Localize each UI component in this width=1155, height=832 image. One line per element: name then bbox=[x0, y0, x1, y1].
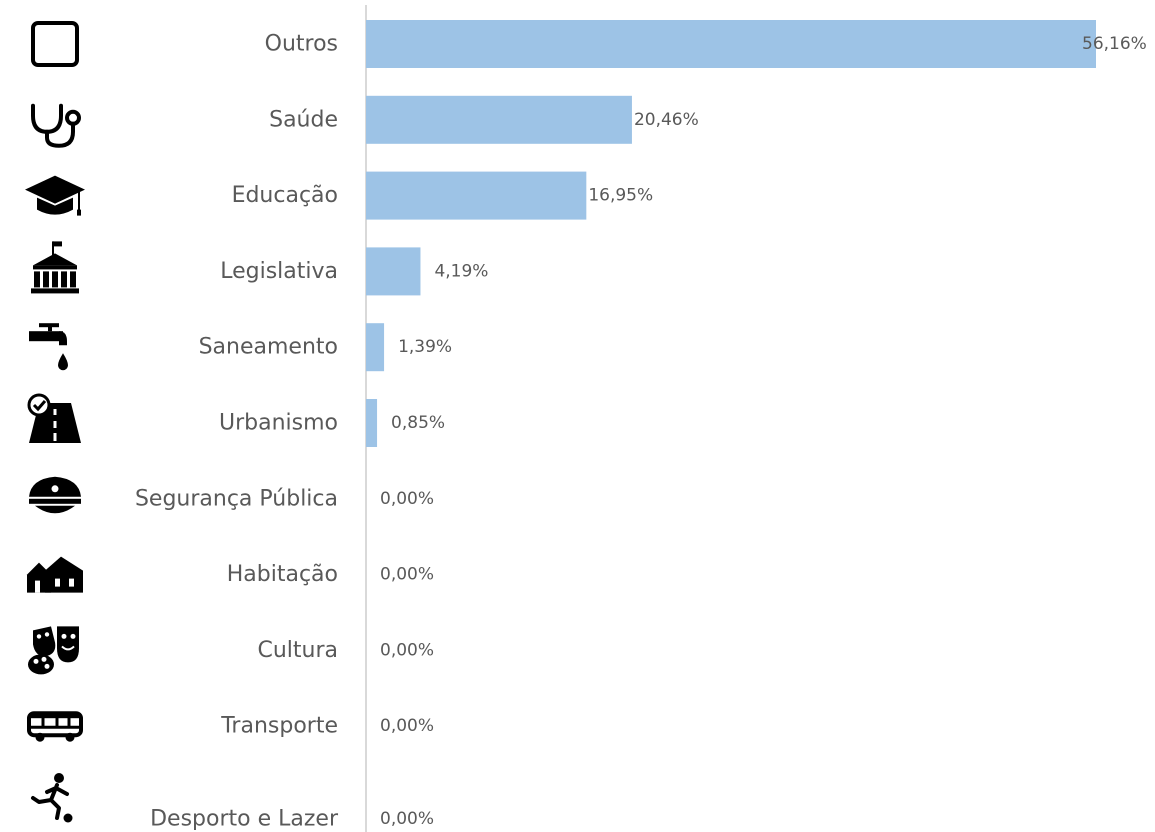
water-tap-icon bbox=[29, 323, 68, 371]
value-label: 1,39% bbox=[398, 337, 452, 357]
bars bbox=[366, 20, 1096, 447]
bar bbox=[366, 247, 421, 296]
bar bbox=[366, 20, 1096, 68]
value-label: 0,00% bbox=[380, 565, 434, 585]
category-label: Legislativa bbox=[220, 259, 338, 284]
stethoscope-icon bbox=[31, 103, 81, 148]
value-label: 0,00% bbox=[380, 809, 434, 829]
value-label: 0,00% bbox=[380, 489, 434, 509]
square-outline-icon bbox=[31, 21, 79, 67]
category-label: Habitação bbox=[227, 562, 338, 587]
soccer-player-icon bbox=[31, 773, 73, 823]
category-label: Educação bbox=[232, 183, 338, 208]
value-label: 0,85% bbox=[391, 413, 445, 433]
category-label: Urbanismo bbox=[219, 411, 338, 436]
theater-masks-icon bbox=[28, 626, 79, 675]
bar bbox=[366, 171, 587, 220]
category-label: Saneamento bbox=[199, 335, 338, 360]
bar bbox=[366, 323, 385, 372]
value-label: 16,95% bbox=[588, 186, 653, 206]
bus-icon bbox=[27, 711, 83, 742]
graduation-cap-icon bbox=[25, 175, 85, 216]
bar bbox=[366, 399, 378, 447]
value-label: 56,16% bbox=[1082, 34, 1147, 54]
value-labels: 56,16% 20,46% 16,95% 4,19% 1,39% 0,85% 0,00% 0,… bbox=[380, 34, 1147, 829]
police-cap-icon bbox=[29, 476, 81, 514]
category-label: Saúde bbox=[269, 107, 338, 132]
category-label: Segurança Pública bbox=[135, 486, 338, 511]
value-label: 0,00% bbox=[380, 716, 434, 736]
bar bbox=[366, 95, 632, 144]
category-label: Transporte bbox=[220, 714, 338, 739]
houses-icon bbox=[27, 556, 83, 593]
value-label: 20,46% bbox=[634, 110, 699, 130]
road-icon bbox=[27, 393, 81, 443]
government-building-icon bbox=[31, 241, 79, 294]
category-labels: Outros Saúde Educação Legislativa Saneamento… bbox=[135, 32, 339, 832]
category-label: Outros bbox=[265, 32, 338, 57]
value-label: 4,19% bbox=[434, 261, 488, 281]
category-icons bbox=[25, 21, 85, 823]
category-label: Cultura bbox=[257, 638, 338, 663]
value-label: 0,00% bbox=[380, 640, 434, 660]
category-label: Desporto e Lazer bbox=[150, 807, 339, 832]
